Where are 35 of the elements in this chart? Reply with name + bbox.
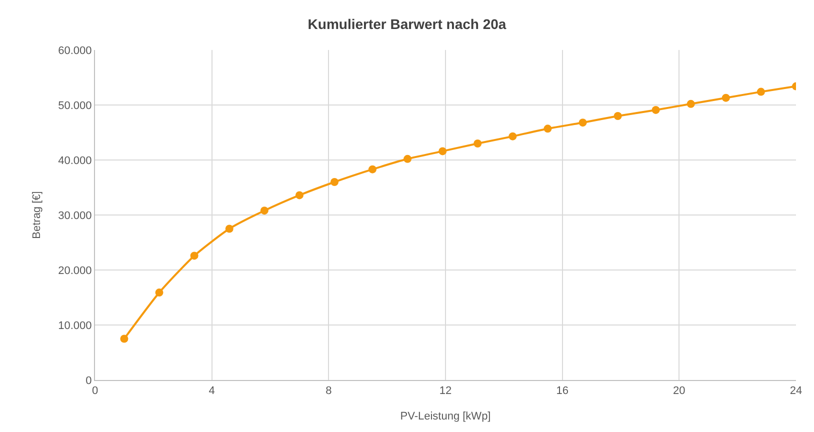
point: [330, 178, 339, 186]
x-tick-label: 20: [673, 385, 686, 398]
point: [295, 191, 304, 200]
x-tick-label: 24: [790, 385, 802, 398]
y-tick-label: 0: [86, 374, 92, 387]
point: [508, 132, 517, 140]
x-axis-title: PV-Leistung [kWp]: [400, 410, 491, 422]
point: [368, 165, 376, 174]
x-tick-label: 12: [439, 385, 452, 398]
point: [686, 100, 695, 108]
chart-title: Kumulierter Barwert nach 20a: [308, 16, 506, 32]
x-tick-label: 8: [326, 385, 332, 398]
point: [225, 224, 234, 233]
y-axis-title: Betrag [€]: [30, 191, 43, 239]
point: [474, 140, 482, 148]
point: [404, 154, 412, 163]
point: [614, 112, 622, 120]
point: [438, 147, 447, 156]
y-tick-label: 30.000: [58, 210, 92, 222]
x-tick-label: 16: [556, 385, 568, 398]
point: [578, 118, 587, 127]
y-tick-label: 50.000: [58, 100, 92, 112]
point: [190, 252, 198, 260]
point: [756, 88, 765, 96]
point: [155, 288, 164, 297]
point: [652, 106, 660, 114]
point: [120, 334, 128, 343]
point: [260, 206, 268, 215]
y-tick-label: 20.000: [58, 264, 92, 277]
x-tick-label: 4: [208, 385, 215, 398]
y-tick-label: 60.000: [58, 44, 92, 57]
point: [544, 124, 552, 133]
y-tick-label: 40.000: [58, 154, 92, 167]
y-tick-label: 10.000: [58, 320, 92, 332]
point: [722, 94, 730, 102]
